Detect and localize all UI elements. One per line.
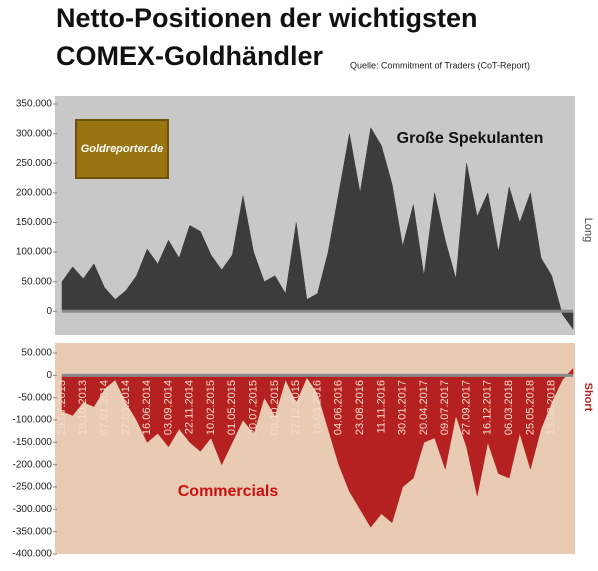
x-tick-label: 08.10.2015 xyxy=(269,380,281,435)
x-tick-label: 27.12.2015 xyxy=(290,380,302,435)
x-tick-label: 27.03.2014 xyxy=(120,380,132,435)
logo-box xyxy=(75,119,169,179)
y-tick-label: 250.000 xyxy=(16,158,53,169)
x-tick-label: 03.09.2014 xyxy=(162,380,174,435)
x-tick-label: 20.04.2017 xyxy=(418,380,430,435)
x-tick-label: 20.07.2015 xyxy=(248,380,260,435)
x-tick-label: 16.03.2016 xyxy=(311,380,323,435)
title-line: Netto-Positionen der wichtigsten xyxy=(56,3,478,33)
x-tick-label: 18.10.2013 xyxy=(77,380,89,435)
y-tick-label: 50.000 xyxy=(21,348,52,359)
y-tick-label: 100.000 xyxy=(16,247,53,258)
y-tick-label: 0 xyxy=(46,306,52,317)
series-label: Commercials xyxy=(178,483,279,500)
y-tick-label: -50.000 xyxy=(18,392,52,403)
x-tick-label: 10.02.2015 xyxy=(205,380,217,435)
y-tick-label: -350.000 xyxy=(13,526,53,537)
x-tick-label: 07.01.2014 xyxy=(98,380,110,435)
area xyxy=(61,126,574,330)
y-tick-label: 150.000 xyxy=(16,217,53,228)
side-label: Long xyxy=(582,218,594,242)
title-line: COMEX-Goldhändler xyxy=(56,41,324,71)
x-tick-label: 09.07.2017 xyxy=(439,380,451,435)
area xyxy=(61,368,574,528)
y-tick-label: 300.000 xyxy=(16,128,53,139)
y-tick-label: -400.000 xyxy=(13,549,53,560)
y-tick-label: 50.000 xyxy=(21,276,52,287)
y-tick-label: -100.000 xyxy=(13,415,53,426)
x-tick-label: 04.06.2016 xyxy=(333,380,345,435)
y-tick-label: 0 xyxy=(46,370,52,381)
y-tick-label: -150.000 xyxy=(13,437,53,448)
y-tick-label: -250.000 xyxy=(13,482,53,493)
x-tick-label: 11.11.2016 xyxy=(375,380,387,433)
y-tick-label: -200.000 xyxy=(13,459,53,470)
series-label: Große Spekulanten xyxy=(397,130,544,147)
x-tick-label: 29.07.2013 xyxy=(56,380,68,435)
x-tick-label: 13.08.2018 xyxy=(546,380,558,435)
source: Quelle: Commitment of Traders (CoT-Repor… xyxy=(350,60,530,70)
x-tick-label: 06.03.2018 xyxy=(503,380,515,435)
y-tick-label: -300.000 xyxy=(13,504,53,515)
x-tick-label: 16.06.2014 xyxy=(141,380,153,435)
x-tick-label: 25.05.2018 xyxy=(524,380,536,435)
logo: Goldreporter.de xyxy=(81,143,164,155)
x-tick-label: 01.05.2015 xyxy=(226,380,238,435)
x-tick-label: 16.12.2017 xyxy=(482,380,494,435)
x-tick-label: 22.11.2014 xyxy=(184,380,196,434)
x-tick-label: 30.01.2017 xyxy=(397,380,409,435)
x-tick-label: 23.08.2016 xyxy=(354,380,366,435)
y-tick-label: 200.000 xyxy=(16,187,53,198)
side-label: Short xyxy=(582,383,594,412)
y-tick-label: 350.000 xyxy=(16,99,53,110)
x-tick-label: 27.09.2017 xyxy=(460,380,472,435)
